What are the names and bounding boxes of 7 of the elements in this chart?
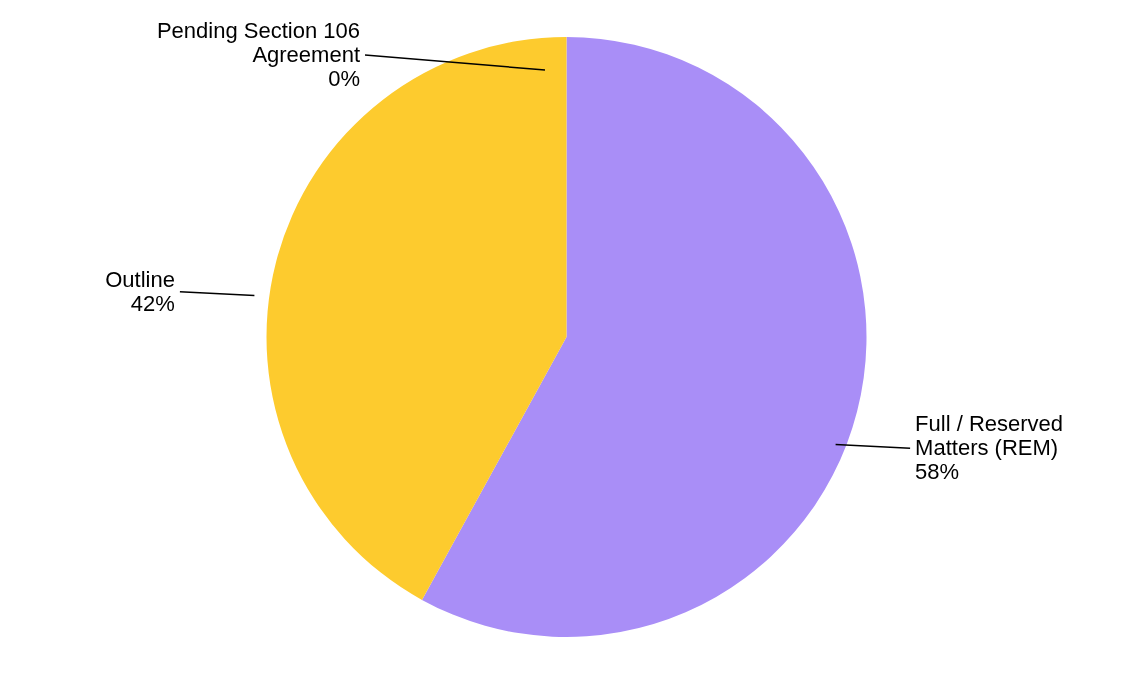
text: 0% — [328, 66, 360, 91]
slice-label: Outline — [105, 266, 175, 292]
data-label: 58% — [915, 459, 960, 485]
pie-slice — [421, 37, 866, 637]
data-label: 42% — [130, 290, 175, 316]
category-label: Pending Section 106 Agreement — [156, 18, 360, 67]
slice-label: Full / Reserved Matters (REM) — [915, 411, 1064, 461]
